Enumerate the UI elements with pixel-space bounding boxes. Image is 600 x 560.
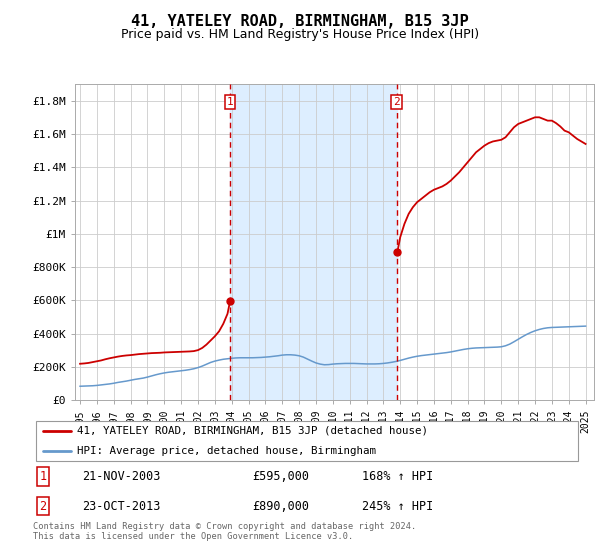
Bar: [230, 84, 397, 400]
Text: £595,000: £595,000: [253, 470, 310, 483]
Text: 245% ↑ HPI: 245% ↑ HPI: [362, 500, 434, 513]
Text: Price paid vs. HM Land Registry's House Price Index (HPI): Price paid vs. HM Land Registry's House …: [121, 28, 479, 41]
Text: 1: 1: [227, 97, 233, 108]
Text: 41, YATELEY ROAD, BIRMINGHAM, B15 3JP: 41, YATELEY ROAD, BIRMINGHAM, B15 3JP: [131, 14, 469, 29]
FancyBboxPatch shape: [36, 421, 578, 461]
Text: Contains HM Land Registry data © Crown copyright and database right 2024.
This d: Contains HM Land Registry data © Crown c…: [33, 522, 416, 542]
Text: 23-OCT-2013: 23-OCT-2013: [82, 500, 161, 513]
Text: HPI: Average price, detached house, Birmingham: HPI: Average price, detached house, Birm…: [77, 446, 376, 456]
Text: 21-NOV-2003: 21-NOV-2003: [82, 470, 161, 483]
Text: 2: 2: [394, 97, 400, 108]
Text: 168% ↑ HPI: 168% ↑ HPI: [362, 470, 434, 483]
Text: £890,000: £890,000: [253, 500, 310, 513]
Text: 2: 2: [40, 500, 46, 513]
Text: 41, YATELEY ROAD, BIRMINGHAM, B15 3JP (detached house): 41, YATELEY ROAD, BIRMINGHAM, B15 3JP (d…: [77, 426, 428, 436]
Text: 1: 1: [40, 470, 46, 483]
